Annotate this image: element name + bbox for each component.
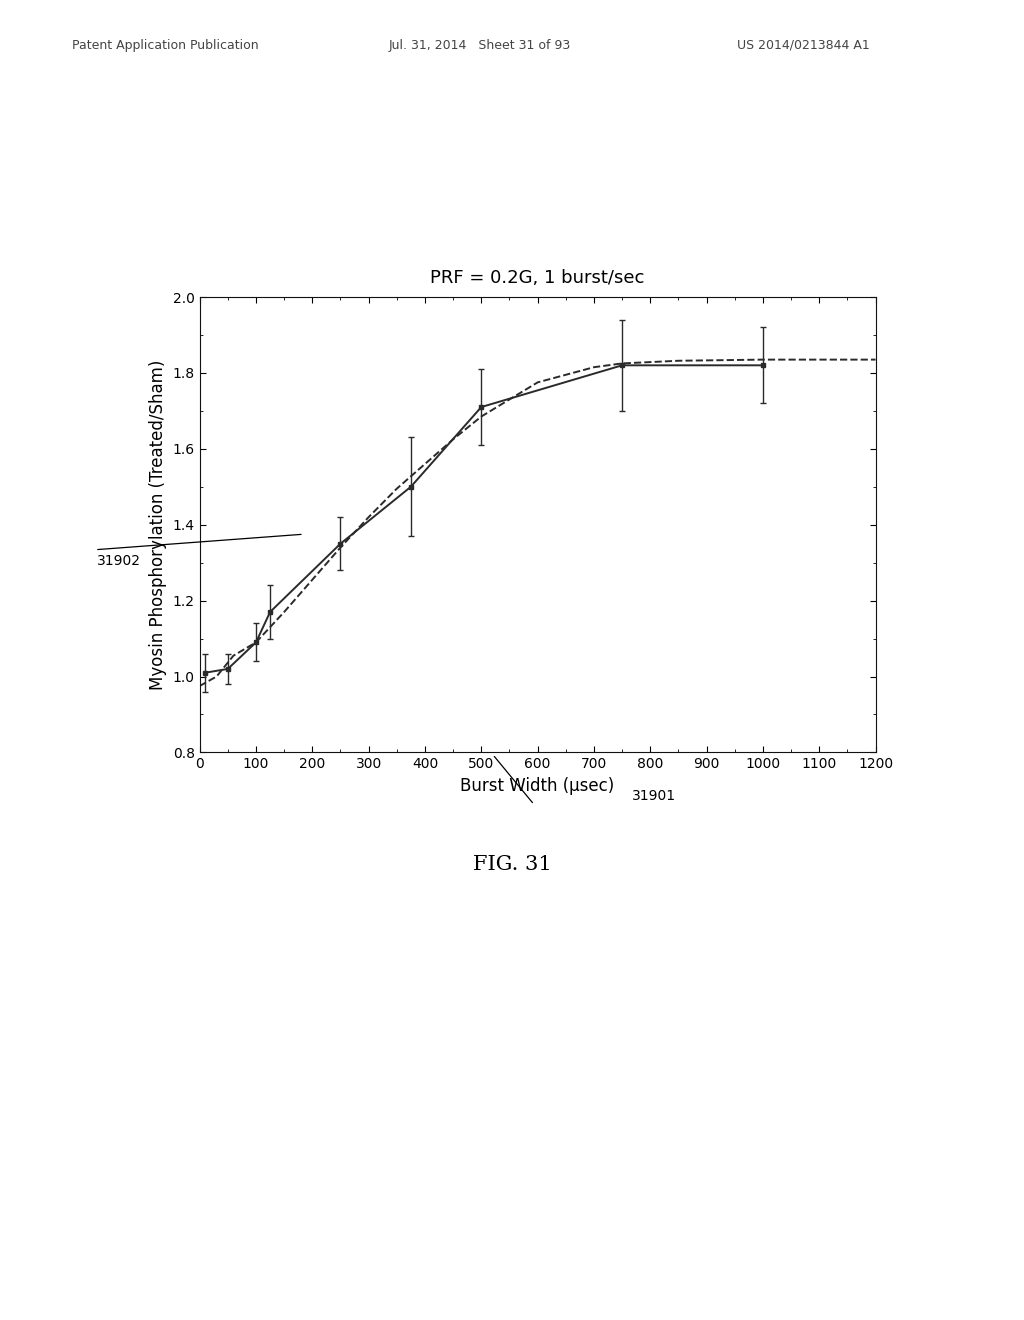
Text: Jul. 31, 2014   Sheet 31 of 93: Jul. 31, 2014 Sheet 31 of 93: [389, 38, 571, 51]
Text: Patent Application Publication: Patent Application Publication: [72, 38, 258, 51]
Text: 31902: 31902: [97, 554, 141, 568]
Text: 31901: 31901: [632, 789, 676, 804]
Text: US 2014/0213844 A1: US 2014/0213844 A1: [737, 38, 870, 51]
X-axis label: Burst Width (μsec): Burst Width (μsec): [461, 776, 614, 795]
Y-axis label: Myosin Phosphorylation (Treated/Sham): Myosin Phosphorylation (Treated/Sham): [150, 359, 167, 690]
Text: FIG. 31: FIG. 31: [473, 855, 551, 874]
Title: PRF = 0.2G, 1 burst/sec: PRF = 0.2G, 1 burst/sec: [430, 269, 645, 288]
